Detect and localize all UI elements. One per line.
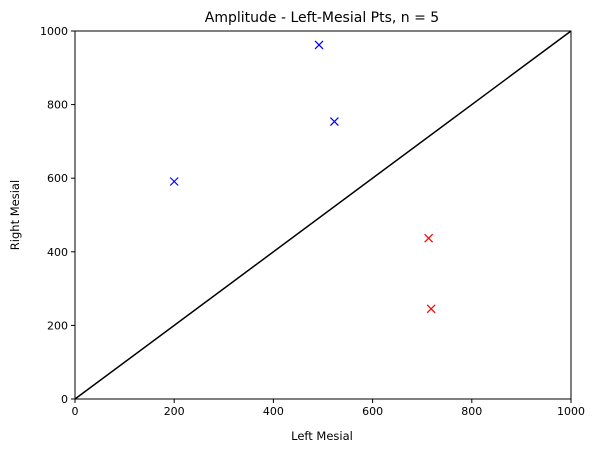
chart-title: Amplitude - Left-Mesial Pts, n = 5 [205,10,439,26]
data-point-series-1-0 [424,233,434,243]
x-tick-label-0: 0 [72,405,79,418]
data-point-series-0-0 [314,40,324,50]
x-tick-label-800: 800 [461,405,482,418]
y-axis-label: Right Mesial [8,180,22,250]
y-tick-label-1000: 1000 [40,25,68,38]
axis-ticks: 0 200 400 600 800 1000 0 200 400 600 800 1000 [40,25,585,418]
plot-area [74,30,572,400]
y-tick-label-800: 800 [47,99,68,112]
x-tick-label-1000: 1000 [557,405,585,418]
reference-line [74,30,572,400]
x-tick-label-200: 200 [164,405,185,418]
data-point-series-0-2 [169,177,179,186]
y-tick-label-400: 400 [47,246,68,259]
x-axis-label: Left Mesial [291,429,353,443]
x-tick-label-600: 600 [362,405,383,418]
data-point-series-0-1 [329,117,339,126]
data-points [169,40,436,314]
y-tick-label-600: 600 [47,172,68,185]
x-tick-label-400: 400 [263,405,284,418]
plot-frame [74,30,572,400]
y-tick-label-200: 200 [47,319,68,332]
y-tick-label-0: 0 [61,393,68,406]
data-point-series-1-1 [426,304,436,314]
